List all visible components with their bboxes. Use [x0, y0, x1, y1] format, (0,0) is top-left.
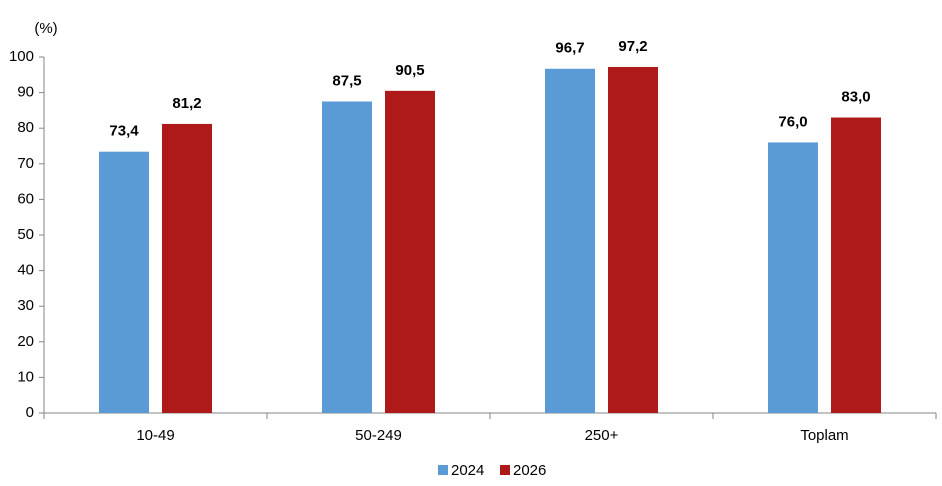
value-label: 83,0 [841, 88, 870, 105]
y-tick-label: 100 [9, 48, 34, 65]
legend-label: 2026 [513, 462, 546, 479]
value-label: 73,4 [109, 123, 139, 140]
legend-label: 2024 [451, 462, 484, 479]
y-tick-label: 40 [17, 262, 34, 279]
y-tick-label: 80 [17, 119, 34, 136]
x-tick-label: 50-249 [355, 427, 402, 444]
y-tick-label: 50 [17, 226, 34, 243]
x-tick-label: 10-49 [136, 427, 174, 444]
y-tick-label: 60 [17, 190, 34, 207]
bar [768, 142, 818, 413]
bar [831, 117, 881, 414]
value-label: 81,2 [172, 95, 201, 112]
y-tick-label: 30 [17, 297, 34, 314]
x-tick-label: Toplam [800, 427, 848, 444]
y-tick-label: 0 [26, 404, 34, 421]
value-label: 96,7 [555, 40, 584, 57]
value-label: 87,5 [332, 72, 361, 89]
bar [608, 66, 658, 413]
legend-swatch [500, 465, 510, 475]
bar [322, 101, 372, 413]
bar [162, 123, 212, 413]
bar [385, 90, 435, 413]
bar [545, 68, 595, 414]
legend-swatch [438, 465, 448, 475]
y-axis-label: (%) [34, 20, 57, 37]
value-label: 90,5 [395, 62, 424, 79]
x-tick-label: 250+ [585, 427, 619, 444]
value-label: 76,0 [778, 113, 807, 130]
y-tick-label: 20 [17, 333, 34, 350]
y-tick-label: 70 [17, 155, 34, 172]
bar [99, 151, 149, 414]
y-tick-label: 10 [17, 368, 34, 385]
value-label: 97,2 [618, 38, 647, 55]
y-tick-label: 90 [17, 84, 34, 101]
